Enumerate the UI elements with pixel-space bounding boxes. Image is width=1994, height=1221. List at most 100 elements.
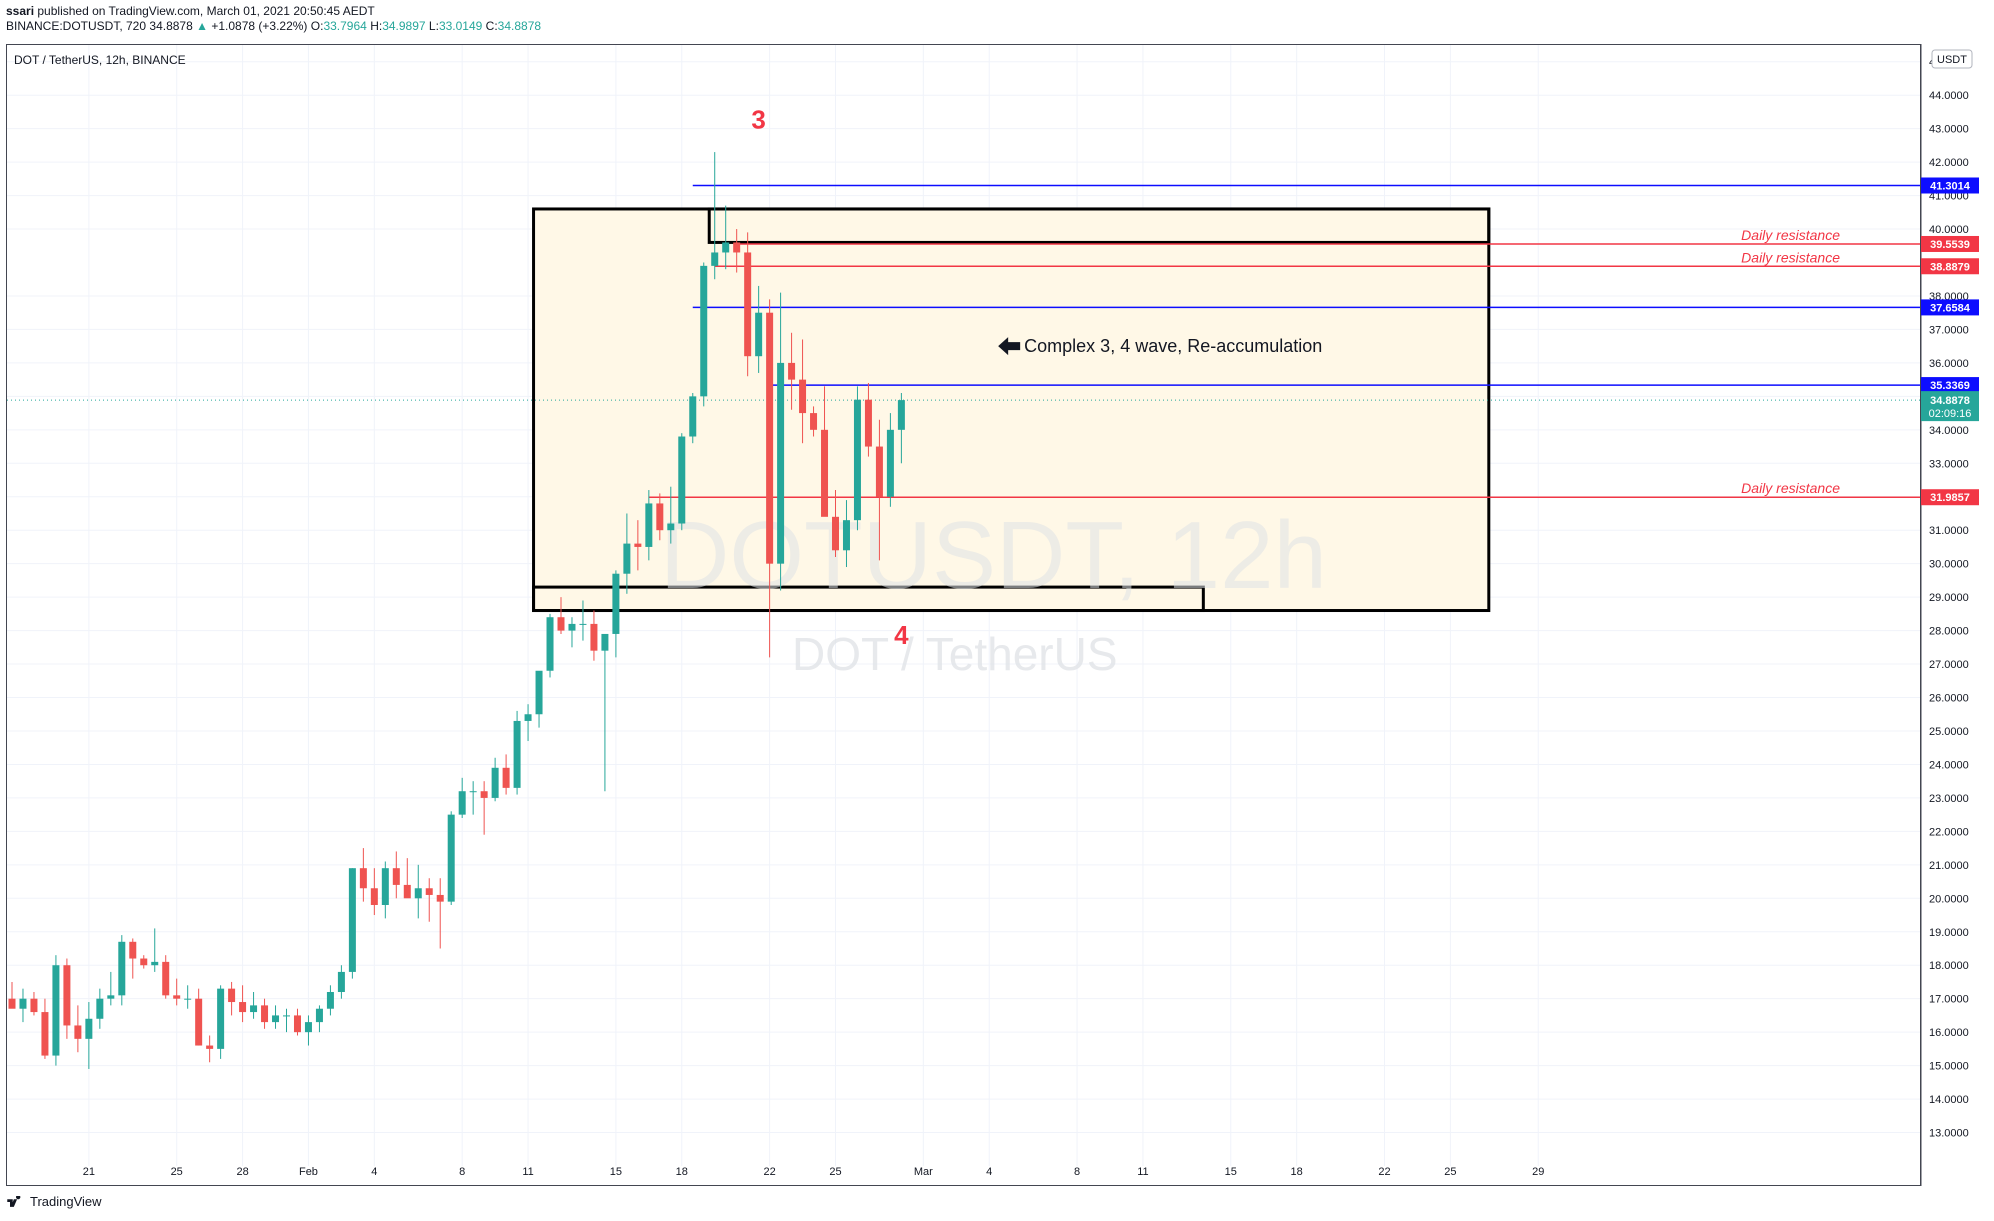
candle-body <box>557 617 565 631</box>
time-tick-label: 22 <box>763 1166 775 1178</box>
candle-body <box>96 998 104 1019</box>
footer-brand[interactable]: TradingView <box>30 1194 102 1209</box>
candle-body <box>370 888 378 905</box>
ohlc-line: BINANCE:DOTUSDT, 720 34.8878 ▲ +1.0878 (… <box>6 19 541 34</box>
time-tick-label: 11 <box>1137 1166 1148 1178</box>
time-tick-label: 25 <box>171 1166 183 1178</box>
level-text: Daily resistance <box>1741 249 1840 265</box>
symbol-interval: BINANCE:DOTUSDT, 720 <box>6 19 147 33</box>
price-tick-label: 40.0000 <box>1929 224 1969 236</box>
annotations: 3 4 Complex 3, 4 wave, Re-accumulation <box>751 105 1322 650</box>
time-tick-label: 15 <box>1225 1166 1237 1178</box>
candle-body <box>842 520 850 551</box>
candle-body <box>74 1025 82 1039</box>
candle-body <box>799 379 807 414</box>
price-tick-label: 37.0000 <box>1929 324 1969 336</box>
time-tick-label: 8 <box>1074 1166 1080 1178</box>
time-tick-label: Mar <box>914 1166 933 1178</box>
price-tick-label: 25.0000 <box>1929 726 1969 738</box>
candle-body <box>304 1022 312 1033</box>
close-value: 34.8878 <box>497 19 542 33</box>
candle-body <box>206 1045 214 1049</box>
level-text: Daily resistance <box>1741 227 1840 243</box>
candle-body <box>645 503 653 547</box>
candle-body <box>63 965 71 1026</box>
level-badge: 35.3369 <box>1930 380 1970 392</box>
author-name[interactable]: ssari <box>6 4 35 18</box>
open-label: O: <box>310 19 324 33</box>
candle-body <box>326 991 334 1009</box>
annotation-text: Complex 3, 4 wave, Re-accumulation <box>1024 336 1322 356</box>
candle-body <box>52 965 60 1056</box>
last-price: 34.8878 <box>149 19 193 33</box>
candle-body <box>436 894 444 902</box>
current-price-badge: 34.8878 <box>1930 395 1970 407</box>
chart-title: DOT / TetherUS, 12h, BINANCE <box>14 53 186 67</box>
footer: TradingView <box>6 1194 102 1209</box>
price-tick-label: 26.0000 <box>1929 693 1969 705</box>
chart-header: ssari published on TradingView.com, Marc… <box>6 4 541 34</box>
current-price-badge-bg <box>1921 391 1979 422</box>
currency-badge[interactable]: USDT <box>1931 49 1973 69</box>
candle-body <box>480 791 488 798</box>
time-tick-label: 8 <box>459 1166 465 1178</box>
time-tick-label: 4 <box>371 1166 377 1178</box>
candle-body <box>601 633 609 651</box>
price-chart[interactable]: DOTUSDT, 12h DOT / TetherUS Daily resist… <box>0 0 1994 1190</box>
candle-body <box>85 1018 93 1039</box>
candle-body <box>678 436 686 524</box>
level-badge-bg <box>1921 258 1979 275</box>
time-tick-label: 18 <box>676 1166 688 1178</box>
currency-label: USDT <box>1937 54 1967 66</box>
time-tick-label: 11 <box>522 1166 533 1178</box>
candle-body <box>832 516 839 551</box>
candle-body <box>897 400 905 430</box>
candle-body <box>272 1015 280 1023</box>
price-tick-label: 42.0000 <box>1929 157 1969 169</box>
tradingview-logo-icon <box>7 1195 21 1207</box>
time-tick-label: 4 <box>986 1166 992 1178</box>
price-tick-label: 17.0000 <box>1929 994 1969 1006</box>
candle-body <box>41 1012 49 1056</box>
candle-body <box>447 814 455 902</box>
candle-body <box>107 995 115 999</box>
time-axis[interactable]: 21 25 28 Feb 4 8 11 15 18 22 25 Mar 4 8 11 15 18 22 25 29 <box>83 1166 1545 1178</box>
candle-body <box>864 399 872 447</box>
candle-body <box>261 1005 269 1023</box>
level-badge: 37.6584 <box>1930 302 1971 314</box>
candle-body <box>579 623 587 625</box>
candle-body <box>129 941 137 959</box>
candles <box>8 152 905 1069</box>
candle-body <box>403 884 411 899</box>
candle-body <box>634 543 642 547</box>
level-badge: 39.5539 <box>1930 239 1970 251</box>
high-value: 34.9897 <box>382 19 426 33</box>
price-tick-label: 29.0000 <box>1929 592 1969 604</box>
level-badge-bg <box>1921 377 1979 394</box>
price-tick-label: 30.0000 <box>1929 559 1969 571</box>
candle-body <box>810 413 818 430</box>
candle-body <box>228 988 236 1003</box>
price-tick-label: 28.0000 <box>1929 626 1969 638</box>
level-badge: 31.9857 <box>1930 492 1970 504</box>
candle-body <box>535 670 543 715</box>
up-arrow-icon: ▲ <box>196 19 209 33</box>
price-axis[interactable]: 13.0000 14.0000 15.0000 16.0000 17.0000 18.00… <box>1921 57 1979 1140</box>
candle-body <box>700 265 708 397</box>
candle-body <box>162 961 170 996</box>
price-tick-label: 31.0000 <box>1929 525 1969 537</box>
price-tick-label: 23.0000 <box>1929 793 1969 805</box>
candle-body <box>788 362 796 380</box>
candle-body <box>469 791 477 793</box>
time-tick-label: 29 <box>1532 1166 1544 1178</box>
level-badge: 38.8879 <box>1930 261 1970 273</box>
candle-body <box>217 988 225 1049</box>
price-tick-label: 33.0000 <box>1929 458 1969 470</box>
price-tick-label: 34.0000 <box>1929 425 1969 437</box>
publish-info: published on TradingView.com, March 01, … <box>37 4 375 18</box>
price-tick-label: 18.0000 <box>1929 960 1969 972</box>
level-badge-bg <box>1921 489 1979 506</box>
price-tick-label: 21.0000 <box>1929 860 1969 872</box>
candle-body <box>184 998 192 1000</box>
low-value: 33.0149 <box>438 19 483 33</box>
